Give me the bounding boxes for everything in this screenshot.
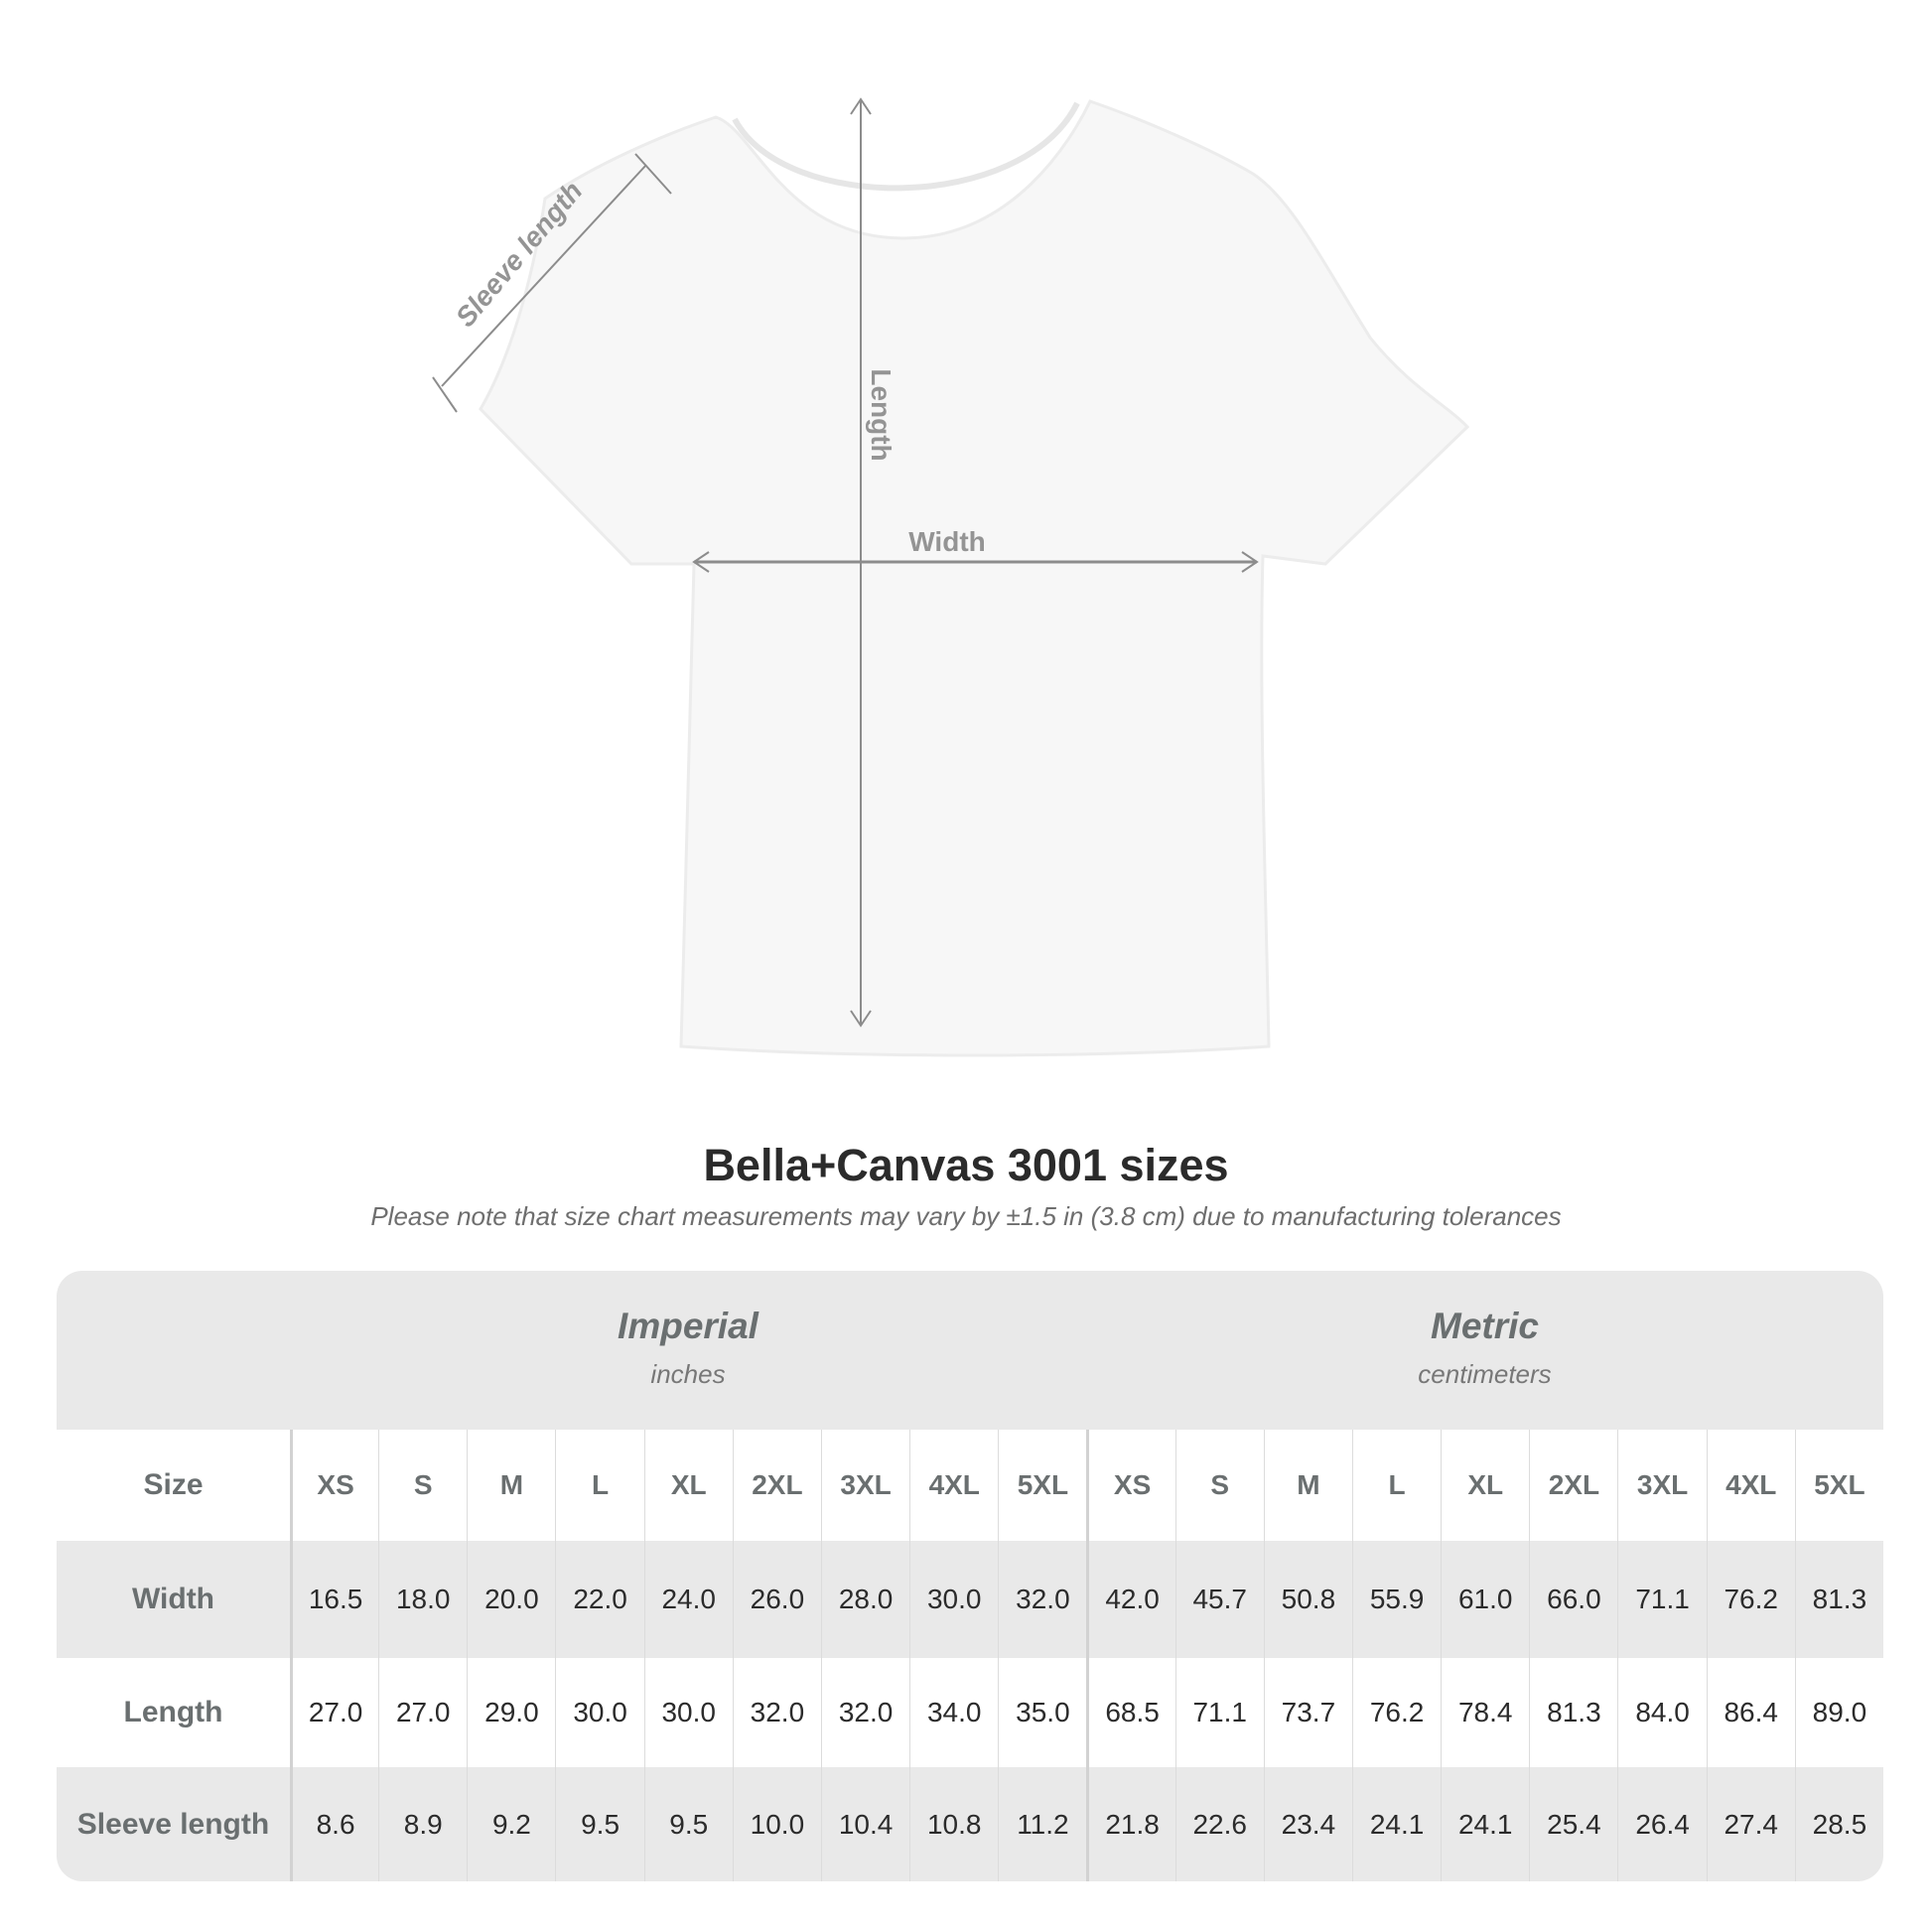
table-row: Sleeve length 8.6 8.9 9.2 9.5 9.5 10.0 10.4 10.8…	[57, 1767, 1883, 1881]
size-header-cell: 3XL	[1617, 1430, 1706, 1541]
value-cell: 20.0	[467, 1541, 555, 1658]
value-cell: 22.6	[1174, 1767, 1264, 1881]
value-cell: 71.1	[1174, 1658, 1264, 1767]
size-header-cell: 3XL	[820, 1430, 909, 1541]
value-cell: 29.0	[467, 1658, 555, 1767]
size-header-cell: 5XL	[1794, 1430, 1883, 1541]
size-header-cell: 4XL	[909, 1430, 998, 1541]
size-header-cell: L	[1351, 1430, 1441, 1541]
value-cell: 66.0	[1529, 1541, 1617, 1658]
size-header-cell: XL	[643, 1430, 733, 1541]
value-cell: 26.0	[732, 1541, 821, 1658]
value-cell: 10.0	[732, 1767, 821, 1881]
value-cell: 30.0	[909, 1541, 998, 1658]
size-header-cell: 2XL	[1529, 1430, 1617, 1541]
size-header-cell: M	[1263, 1430, 1352, 1541]
row-label: Size	[143, 1468, 204, 1501]
size-header-cell: L	[555, 1430, 643, 1541]
value-cell: 21.8	[1086, 1767, 1174, 1881]
value-cell: 42.0	[1086, 1541, 1174, 1658]
imperial-unit: inches	[650, 1359, 726, 1389]
value-cell: 81.3	[1794, 1541, 1883, 1658]
value-cell: 18.0	[378, 1541, 467, 1658]
value-cell: 8.9	[378, 1767, 467, 1881]
value-cell: 34.0	[909, 1658, 998, 1767]
value-cell: 86.4	[1706, 1658, 1795, 1767]
value-cell: 30.0	[555, 1658, 643, 1767]
metric-unit: centimeters	[1418, 1359, 1552, 1389]
value-cell: 35.0	[998, 1658, 1086, 1767]
page-title: Bella+Canvas 3001 sizes	[703, 1140, 1229, 1190]
size-header-cell: 5XL	[998, 1430, 1086, 1541]
size-header-cell: 2XL	[732, 1430, 821, 1541]
value-cell: 25.4	[1529, 1767, 1617, 1881]
value-cell: 16.5	[290, 1541, 378, 1658]
value-cell: 8.6	[290, 1767, 378, 1881]
metric-header: Metric centimeters	[1086, 1271, 1883, 1430]
value-cell: 30.0	[643, 1658, 733, 1767]
size-header-cell: 4XL	[1706, 1430, 1795, 1541]
value-cell: 76.2	[1706, 1541, 1795, 1658]
length-label: Length	[866, 368, 897, 461]
value-cell: 9.2	[467, 1767, 555, 1881]
value-cell: 24.0	[643, 1541, 733, 1658]
metric-label: Metric	[1431, 1306, 1539, 1346]
sleeve-arrow	[441, 164, 647, 387]
value-cell: 28.0	[820, 1541, 909, 1658]
size-header-cell: M	[467, 1430, 555, 1541]
imperial-label: Imperial	[618, 1306, 759, 1346]
value-cell: 55.9	[1351, 1541, 1441, 1658]
tshirt-diagram: Width Length Sleeve length	[432, 97, 1470, 1057]
size-table: Imperial inches Metric centimeters Size X…	[57, 1271, 1883, 1881]
value-cell: 28.5	[1794, 1767, 1883, 1881]
imperial-header: Imperial inches	[290, 1271, 1086, 1430]
value-cell: 9.5	[555, 1767, 643, 1881]
size-header-cell: XS	[290, 1430, 378, 1541]
value-cell: 81.3	[1529, 1658, 1617, 1767]
value-cell: 32.0	[820, 1658, 909, 1767]
size-header-cell: S	[378, 1430, 467, 1541]
row-label: Sleeve length	[76, 1807, 270, 1841]
value-cell: 84.0	[1617, 1658, 1706, 1767]
value-cell: 32.0	[998, 1541, 1086, 1658]
row-label: Width	[131, 1583, 215, 1615]
value-cell: 27.0	[378, 1658, 467, 1767]
value-cell: 73.7	[1263, 1658, 1352, 1767]
value-cell: 68.5	[1086, 1658, 1174, 1767]
value-cell: 71.1	[1617, 1541, 1706, 1658]
value-cell: 10.8	[909, 1767, 998, 1881]
value-cell: 76.2	[1351, 1658, 1441, 1767]
value-cell: 24.1	[1441, 1767, 1529, 1881]
value-cell: 9.5	[643, 1767, 733, 1881]
size-header-cell: XL	[1441, 1430, 1529, 1541]
tolerance-note: Please note that size chart measurements…	[370, 1201, 1562, 1231]
value-cell: 32.0	[732, 1658, 821, 1767]
value-cell: 27.0	[290, 1658, 378, 1767]
value-cell: 24.1	[1351, 1767, 1441, 1881]
size-header-cell: XS	[1086, 1430, 1174, 1541]
row-label: Length	[123, 1696, 223, 1728]
value-cell: 27.4	[1706, 1767, 1795, 1881]
value-cell: 78.4	[1441, 1658, 1529, 1767]
table-row: Width 16.5 18.0 20.0 22.0 24.0 26.0 28.0 30.0 32.…	[57, 1541, 1883, 1658]
tshirt-image	[479, 99, 1470, 1057]
value-cell: 45.7	[1174, 1541, 1264, 1658]
size-header-cell: S	[1174, 1430, 1264, 1541]
value-cell: 10.4	[820, 1767, 909, 1881]
size-header-row: Size XS S M L XL 2XL 3XL 4XL 5XL XS S M L XL 2XL 3XL 4XL 5…	[57, 1430, 1883, 1541]
table-row: Length 27.0 27.0 29.0 30.0 30.0 32.0 32.0 34.0 35…	[57, 1658, 1883, 1767]
value-cell: 26.4	[1617, 1767, 1706, 1881]
value-cell: 23.4	[1263, 1767, 1352, 1881]
value-cell: 61.0	[1441, 1541, 1529, 1658]
value-cell: 50.8	[1263, 1541, 1352, 1658]
value-cell: 89.0	[1794, 1658, 1883, 1767]
value-cell: 11.2	[998, 1767, 1086, 1881]
value-cell: 22.0	[555, 1541, 643, 1658]
table-header-band	[57, 1271, 1883, 1430]
width-label: Width	[908, 526, 986, 557]
